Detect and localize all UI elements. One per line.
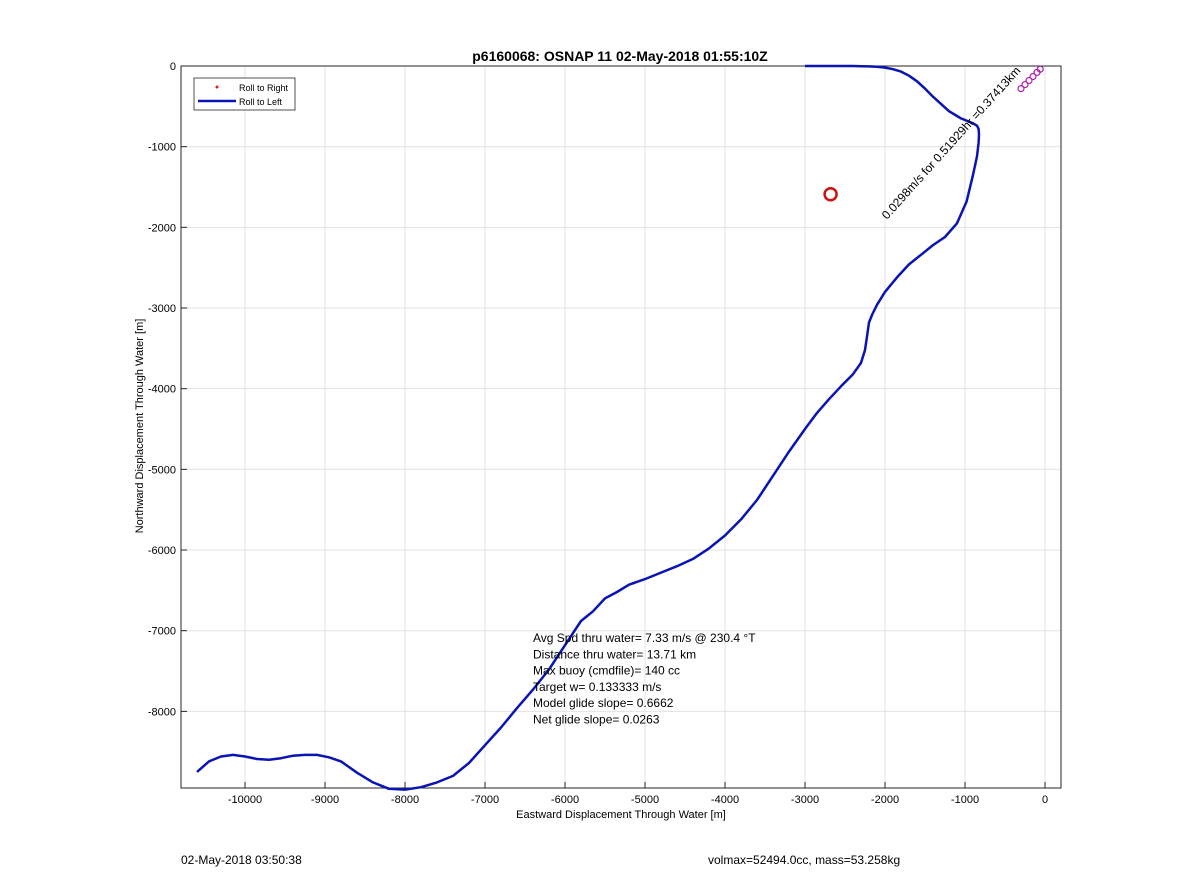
y-tick-label: -4000: [148, 384, 176, 396]
x-tick-label: -6000: [551, 794, 579, 806]
dive-marker: [1036, 65, 1044, 73]
x-axis-ticks: -10000 -9000 -8000 -7000 -6000 -5000 -4000 -300…: [228, 782, 1048, 806]
x-tick-label: -2000: [871, 794, 899, 806]
y-tick-label: -2000: [148, 222, 176, 234]
stats-annotation: Avg Spd thru water= 7.33 m/s @ 230.4 °T D…: [533, 631, 756, 727]
y-axis-label: Northward Displacement Through Water [m]: [134, 319, 146, 534]
x-tick-label: -1000: [951, 794, 979, 806]
dive-marker: [1025, 76, 1033, 85]
x-tick-label: -9000: [311, 794, 339, 806]
y-tick-label: -6000: [148, 545, 176, 557]
legend-roll-right-marker: [215, 85, 219, 89]
x-tick-label: -5000: [631, 794, 659, 806]
segment-annotation: 0.0298m/s for 0.51929hr =0.37413km: [879, 64, 1024, 222]
y-tick-label: -7000: [148, 626, 176, 638]
dive-marker: [1017, 84, 1025, 93]
x-tick-label: -8000: [391, 794, 419, 806]
dive-marker: [1021, 80, 1029, 89]
stats-line: Distance thru water= 13.71 km: [533, 647, 696, 661]
chart-title: p6160068: OSNAP 11 02-May-2018 01:55:10Z: [472, 48, 768, 64]
stats-line: Model glide slope= 0.6662: [533, 696, 674, 710]
series-line-roll-to-left: [196, 64, 981, 791]
y-tick-label: -5000: [148, 464, 176, 476]
y-axis-ticks: 0 -1000 -2000 -3000 -4000 -5000 -6000 -7000 -800…: [148, 61, 187, 718]
legend-roll-left-label: Roll to Left: [239, 97, 283, 107]
x-tick-label: 0: [1042, 794, 1048, 806]
y-tick-label: -8000: [148, 706, 176, 718]
legend: Roll to Right Roll to Left: [193, 77, 296, 111]
stats-line: Avg Spd thru water= 7.33 m/s @ 230.4 °T: [533, 631, 756, 645]
series-layer: [196, 64, 1044, 791]
footer-timestamp: 02-May-2018 03:50:38: [181, 853, 302, 867]
stats-line: Max buoy (cmdfile)= 140 cc: [533, 664, 680, 678]
x-tick-label: -4000: [711, 794, 739, 806]
x-tick-label: -3000: [791, 794, 819, 806]
dive-marker: [1029, 72, 1037, 81]
legend-roll-right-label: Roll to Right: [239, 83, 289, 93]
plot-area-frame: [180, 65, 1062, 789]
footer-mass-info: volmax=52494.0cc, mass=53.258kg: [708, 853, 901, 867]
stats-line: Net glide slope= 0.0263: [533, 713, 660, 727]
y-tick-label: -1000: [148, 142, 176, 154]
target-point-marker: [823, 187, 838, 202]
y-tick-label: 0: [170, 61, 176, 73]
y-tick-label: -3000: [148, 303, 176, 315]
x-tick-label: -7000: [471, 794, 499, 806]
stats-line: Target w= 0.133333 m/s: [533, 680, 661, 694]
x-axis-label: Eastward Displacement Through Water [m]: [516, 809, 726, 821]
points-layer: [823, 187, 838, 202]
legend-box: [193, 77, 296, 111]
x-tick-label: -10000: [228, 794, 262, 806]
